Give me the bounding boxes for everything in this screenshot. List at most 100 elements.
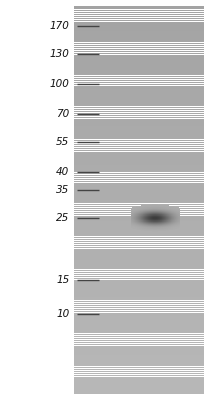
Bar bbox=[157, 214, 158, 215]
Bar bbox=[144, 225, 145, 226]
Bar bbox=[140, 213, 141, 214]
Bar bbox=[147, 221, 148, 222]
Bar bbox=[168, 219, 169, 220]
Bar bbox=[144, 215, 145, 216]
Bar bbox=[139, 218, 140, 219]
Bar bbox=[176, 219, 177, 220]
Bar bbox=[74, 284, 204, 285]
Bar bbox=[74, 14, 204, 15]
Bar bbox=[134, 210, 135, 211]
Bar bbox=[160, 211, 161, 212]
Bar bbox=[153, 225, 154, 226]
Bar bbox=[176, 217, 177, 218]
Bar bbox=[134, 225, 135, 226]
Bar bbox=[147, 217, 148, 218]
Bar bbox=[159, 207, 160, 208]
Bar bbox=[164, 230, 165, 231]
Bar bbox=[164, 229, 165, 230]
Bar bbox=[137, 210, 138, 211]
Bar bbox=[142, 222, 143, 223]
Bar bbox=[144, 207, 145, 208]
Bar bbox=[149, 206, 150, 207]
Bar bbox=[168, 215, 169, 216]
Bar bbox=[147, 219, 148, 220]
Bar bbox=[156, 224, 157, 225]
Bar bbox=[153, 227, 154, 228]
Bar bbox=[174, 228, 175, 229]
Bar bbox=[152, 204, 153, 205]
Bar bbox=[163, 225, 164, 226]
Bar bbox=[167, 215, 168, 216]
Bar bbox=[132, 217, 133, 218]
Bar bbox=[131, 209, 132, 210]
Bar bbox=[157, 209, 158, 210]
Bar bbox=[74, 161, 204, 163]
Bar bbox=[177, 227, 178, 228]
Bar bbox=[153, 216, 154, 217]
Bar bbox=[147, 218, 148, 219]
Bar bbox=[135, 214, 136, 215]
Bar bbox=[166, 226, 167, 227]
Bar bbox=[146, 217, 147, 218]
Bar bbox=[144, 230, 145, 231]
Bar bbox=[154, 227, 155, 228]
Bar bbox=[177, 224, 178, 225]
Bar bbox=[148, 227, 149, 228]
Bar bbox=[160, 215, 161, 216]
Bar bbox=[168, 208, 169, 209]
Bar bbox=[151, 221, 152, 222]
Bar bbox=[168, 226, 169, 227]
Bar bbox=[167, 225, 168, 226]
Bar bbox=[138, 227, 139, 228]
Bar bbox=[172, 222, 173, 223]
Bar bbox=[151, 224, 152, 225]
Bar bbox=[156, 209, 157, 210]
Bar bbox=[147, 227, 148, 228]
Bar bbox=[158, 230, 159, 231]
Bar bbox=[139, 224, 140, 225]
Bar bbox=[152, 221, 153, 222]
Bar bbox=[135, 212, 136, 213]
Bar bbox=[74, 109, 204, 110]
Bar bbox=[172, 214, 173, 215]
Bar bbox=[134, 226, 135, 227]
Bar bbox=[159, 205, 160, 206]
Bar bbox=[137, 206, 138, 207]
Bar bbox=[166, 208, 167, 209]
Bar bbox=[172, 229, 173, 230]
Bar bbox=[143, 224, 144, 225]
Bar bbox=[171, 217, 172, 218]
Bar bbox=[162, 210, 163, 211]
Bar bbox=[145, 227, 146, 228]
Bar bbox=[148, 215, 149, 216]
Bar bbox=[160, 206, 161, 207]
Bar bbox=[174, 210, 175, 211]
Bar bbox=[166, 211, 167, 212]
Bar bbox=[169, 213, 170, 214]
Bar bbox=[137, 210, 138, 211]
Bar bbox=[137, 214, 138, 215]
Bar bbox=[160, 224, 161, 225]
Bar bbox=[175, 224, 176, 225]
Bar bbox=[175, 213, 176, 214]
Bar bbox=[166, 215, 167, 216]
Bar bbox=[145, 227, 146, 228]
Bar bbox=[159, 229, 160, 230]
Bar bbox=[143, 222, 144, 223]
Bar bbox=[145, 216, 146, 217]
Bar bbox=[145, 224, 146, 225]
Bar bbox=[169, 209, 170, 210]
Bar bbox=[178, 213, 179, 214]
Bar bbox=[137, 220, 138, 221]
Bar bbox=[170, 215, 171, 216]
Bar bbox=[153, 229, 154, 230]
Bar bbox=[143, 205, 144, 206]
Bar bbox=[133, 225, 134, 226]
Bar bbox=[160, 204, 161, 205]
Bar bbox=[132, 227, 133, 228]
Bar bbox=[147, 207, 148, 208]
Bar bbox=[134, 224, 135, 225]
Bar bbox=[143, 208, 144, 209]
Bar bbox=[174, 210, 175, 211]
Bar bbox=[168, 210, 169, 211]
